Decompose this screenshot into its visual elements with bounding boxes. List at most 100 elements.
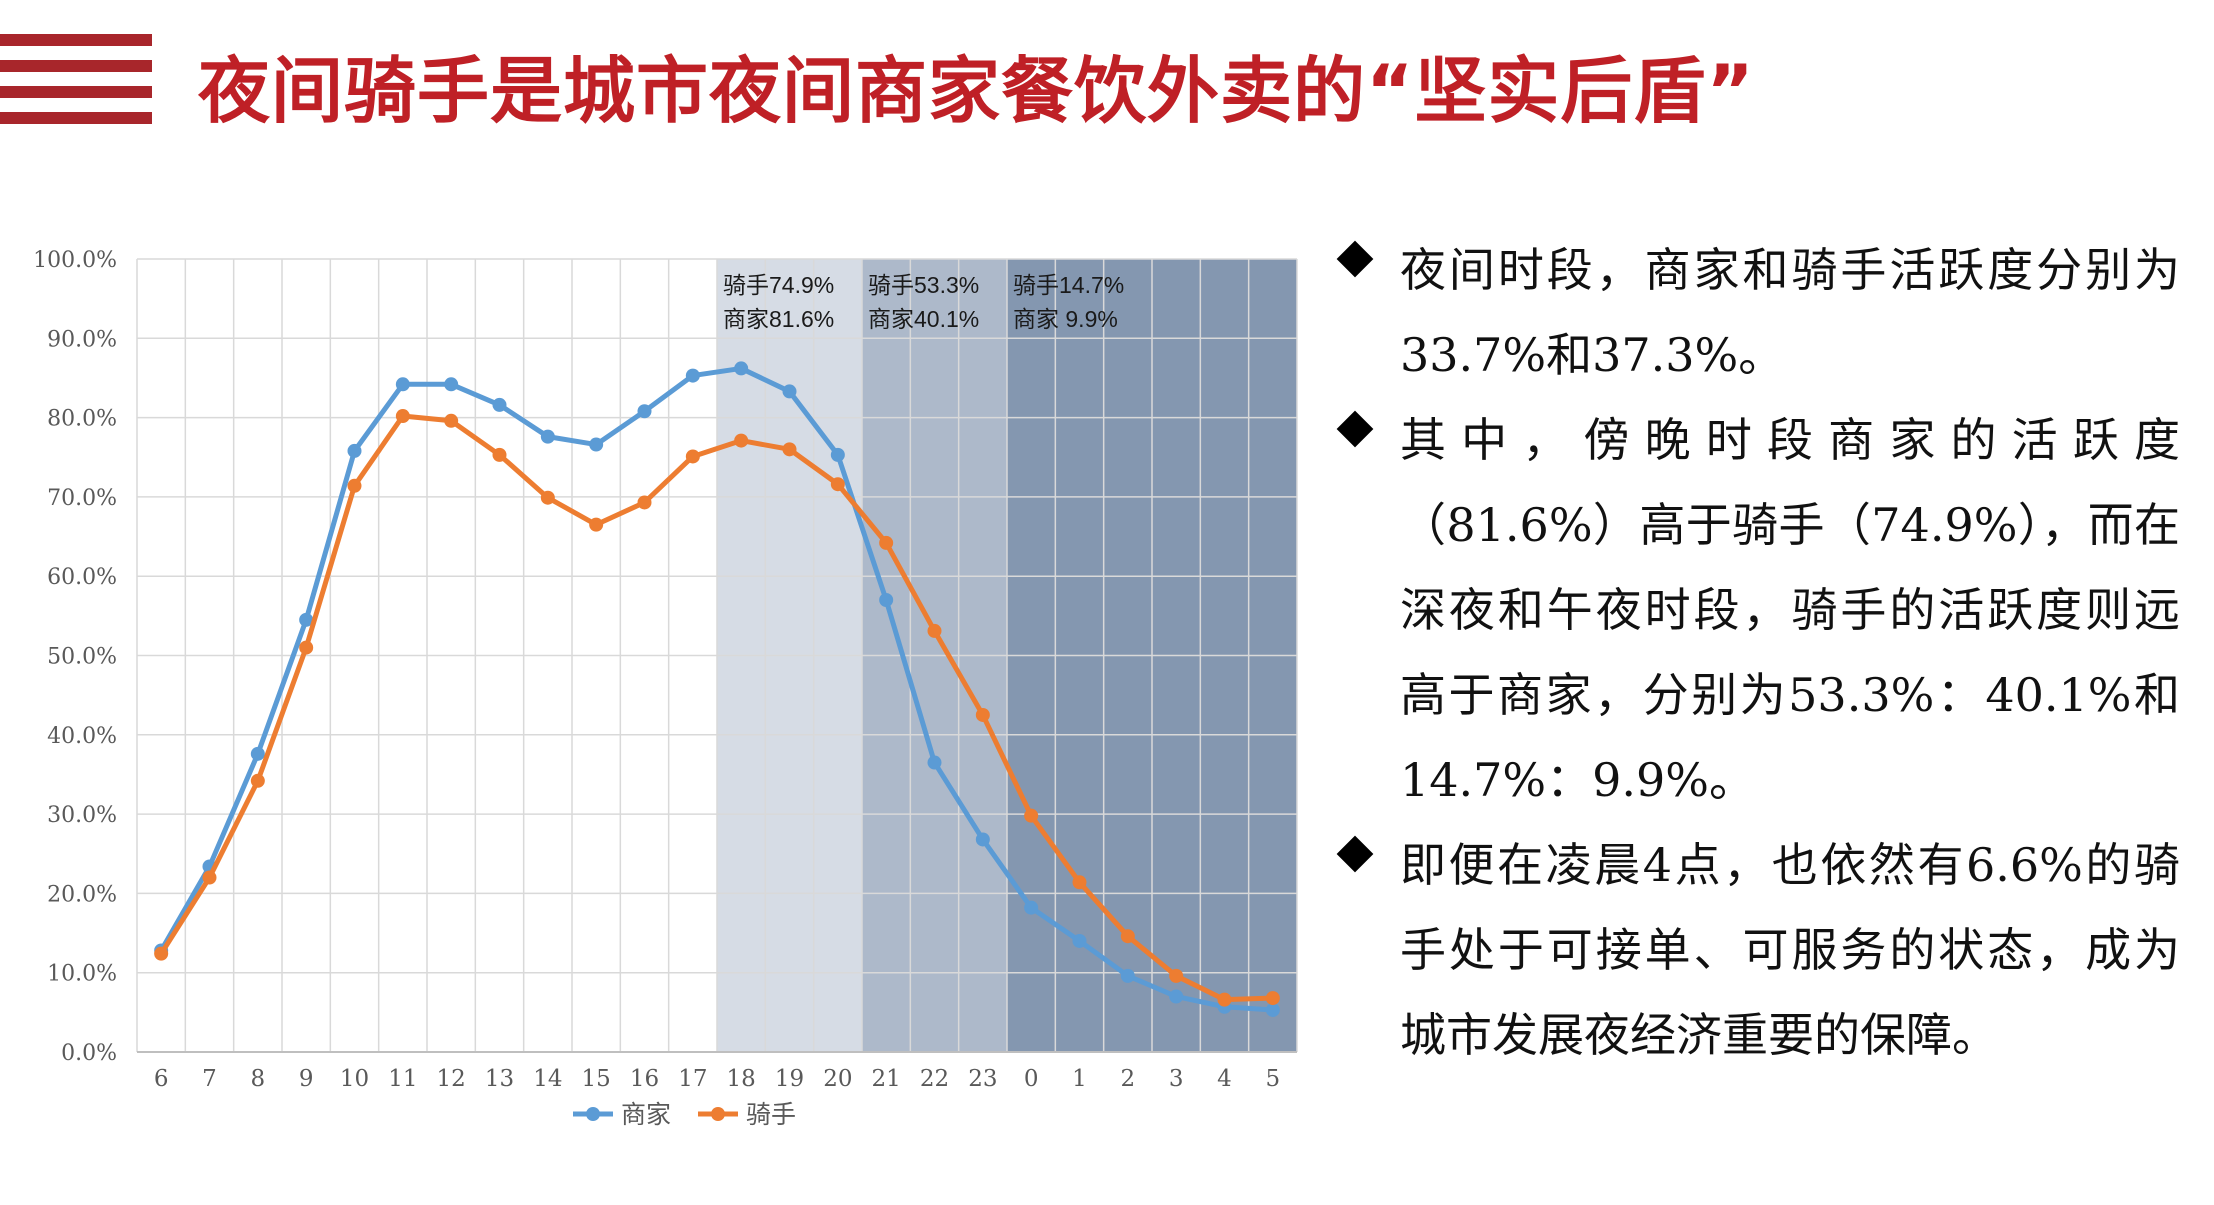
data-point [299, 640, 314, 655]
data-point [879, 592, 894, 607]
data-point [879, 535, 894, 550]
data-point [685, 368, 700, 383]
x-tick-label: 2 [1121, 1066, 1136, 1092]
x-tick-label: 6 [154, 1066, 169, 1092]
bullet-list: 夜间时段，商家和骑手活跃度分别为33.7%和37.3%。 其中，傍晚时段商家的活… [1330, 228, 2180, 1078]
bullet-text: 其中，傍晚时段商家的活跃度（81.6%）高于骑手（74.9%），而在深夜和午夜时… [1400, 413, 2180, 807]
data-point [1024, 900, 1039, 915]
y-tick-label: 80.0% [47, 407, 117, 432]
data-point [444, 377, 459, 392]
diamond-bullet-icon [1336, 410, 1374, 448]
legend-marker [586, 1107, 600, 1121]
y-tick-label: 20.0% [47, 882, 117, 907]
data-point [444, 413, 459, 428]
legend-label: 商家 [621, 1100, 671, 1129]
x-tick-label: 3 [1169, 1066, 1184, 1092]
data-point [1024, 808, 1039, 823]
band-label: 商家81.6% [723, 306, 834, 332]
x-tick-label: 9 [299, 1066, 314, 1092]
y-tick-label: 30.0% [47, 803, 117, 828]
band-label: 骑手53.3% [868, 272, 979, 298]
data-point [927, 623, 942, 638]
x-tick-label: 23 [968, 1066, 997, 1092]
x-tick-label: 4 [1217, 1066, 1232, 1092]
y-tick-label: 0.0% [61, 1041, 117, 1066]
x-tick-label: 11 [388, 1066, 417, 1092]
x-tick-label: 0 [1024, 1066, 1039, 1092]
data-point [299, 612, 314, 627]
title-stripes-decoration [0, 34, 152, 126]
x-tick-label: 14 [533, 1066, 562, 1092]
band-label: 商家40.1% [868, 306, 979, 332]
data-point [347, 443, 362, 458]
bullet-text: 夜间时段，商家和骑手活跃度分别为33.7%和37.3%。 [1400, 243, 2180, 382]
x-tick-label: 13 [485, 1066, 514, 1092]
legend-label: 骑手 [746, 1100, 796, 1129]
data-point [1072, 933, 1087, 948]
legend-marker [711, 1107, 725, 1121]
x-tick-label: 8 [251, 1066, 266, 1092]
data-point [830, 447, 845, 462]
data-point [250, 746, 265, 761]
data-point [637, 404, 652, 419]
y-tick-label: 90.0% [47, 327, 117, 352]
y-tick-label: 10.0% [47, 962, 117, 987]
y-tick-label: 100.0% [33, 248, 117, 273]
x-tick-label: 16 [630, 1066, 659, 1092]
diamond-bullet-icon [1336, 835, 1374, 873]
data-point [734, 433, 749, 448]
data-point [1072, 875, 1087, 890]
series-lines [154, 361, 1280, 1017]
y-tick-label: 70.0% [47, 486, 117, 511]
x-tick-label: 1 [1072, 1066, 1087, 1092]
data-point [395, 409, 410, 424]
data-point [782, 442, 797, 457]
chart-gridlines [136, 258, 1298, 1053]
data-point [734, 361, 749, 376]
x-axis-tick-labels: 6 7 8 9 10 11 12 13 14 15 16 17 18 19 20 21 22 23 0 1 2 3 4 5 [154, 1066, 1280, 1092]
x-tick-label: 10 [340, 1066, 369, 1092]
band-label: 商家 9.9% [1013, 306, 1118, 332]
data-point [1265, 1002, 1280, 1017]
activity-line-chart: 0.0% 10.0% 20.0% 30.0% 40.0% 50.0% 60.0% 70.0% 8… [33, 248, 1298, 1129]
data-point [975, 707, 990, 722]
data-point [637, 495, 652, 510]
data-point [1265, 991, 1280, 1006]
data-point [492, 447, 507, 462]
y-tick-label: 60.0% [47, 565, 117, 590]
band-label: 骑手74.9% [723, 272, 834, 298]
data-point [540, 429, 555, 444]
y-axis-tick-labels: 0.0% 10.0% 20.0% 30.0% 40.0% 50.0% 60.0% 70.0% 8… [33, 248, 117, 1066]
x-tick-label: 5 [1266, 1066, 1281, 1092]
data-point [347, 478, 362, 493]
data-point [927, 755, 942, 770]
bullet-item-2: 其中，傍晚时段商家的活跃度（81.6%）高于骑手（74.9%），而在深夜和午夜时… [1330, 398, 2180, 823]
data-point [1169, 989, 1184, 1004]
series-line-1 [158, 365, 1273, 1013]
data-point [589, 517, 604, 532]
bullet-item-1: 夜间时段，商家和骑手活跃度分别为33.7%和37.3%。 [1330, 228, 2180, 398]
data-point [492, 397, 507, 412]
chart-legend: 商家 骑手 [573, 1100, 796, 1129]
data-point [1120, 929, 1135, 944]
x-tick-label: 17 [678, 1066, 707, 1092]
data-point [589, 437, 604, 452]
data-point [1169, 968, 1184, 983]
data-point [975, 832, 990, 847]
x-tick-label: 19 [775, 1066, 804, 1092]
x-tick-label: 22 [920, 1066, 949, 1092]
page-title: 夜间骑手是城市夜间商家餐饮外卖的“坚实后盾” [198, 49, 1755, 133]
x-tick-label: 7 [202, 1066, 217, 1092]
y-tick-label: 40.0% [47, 724, 117, 749]
data-point [250, 773, 265, 788]
y-tick-label: 50.0% [47, 645, 117, 670]
data-point [1217, 992, 1232, 1007]
data-point [1120, 968, 1135, 983]
diamond-bullet-icon [1336, 240, 1374, 278]
data-point [540, 490, 555, 505]
x-tick-label: 20 [823, 1066, 852, 1092]
x-tick-label: 18 [727, 1066, 756, 1092]
x-tick-label: 12 [437, 1066, 466, 1092]
data-point [782, 384, 797, 399]
data-point [685, 449, 700, 464]
